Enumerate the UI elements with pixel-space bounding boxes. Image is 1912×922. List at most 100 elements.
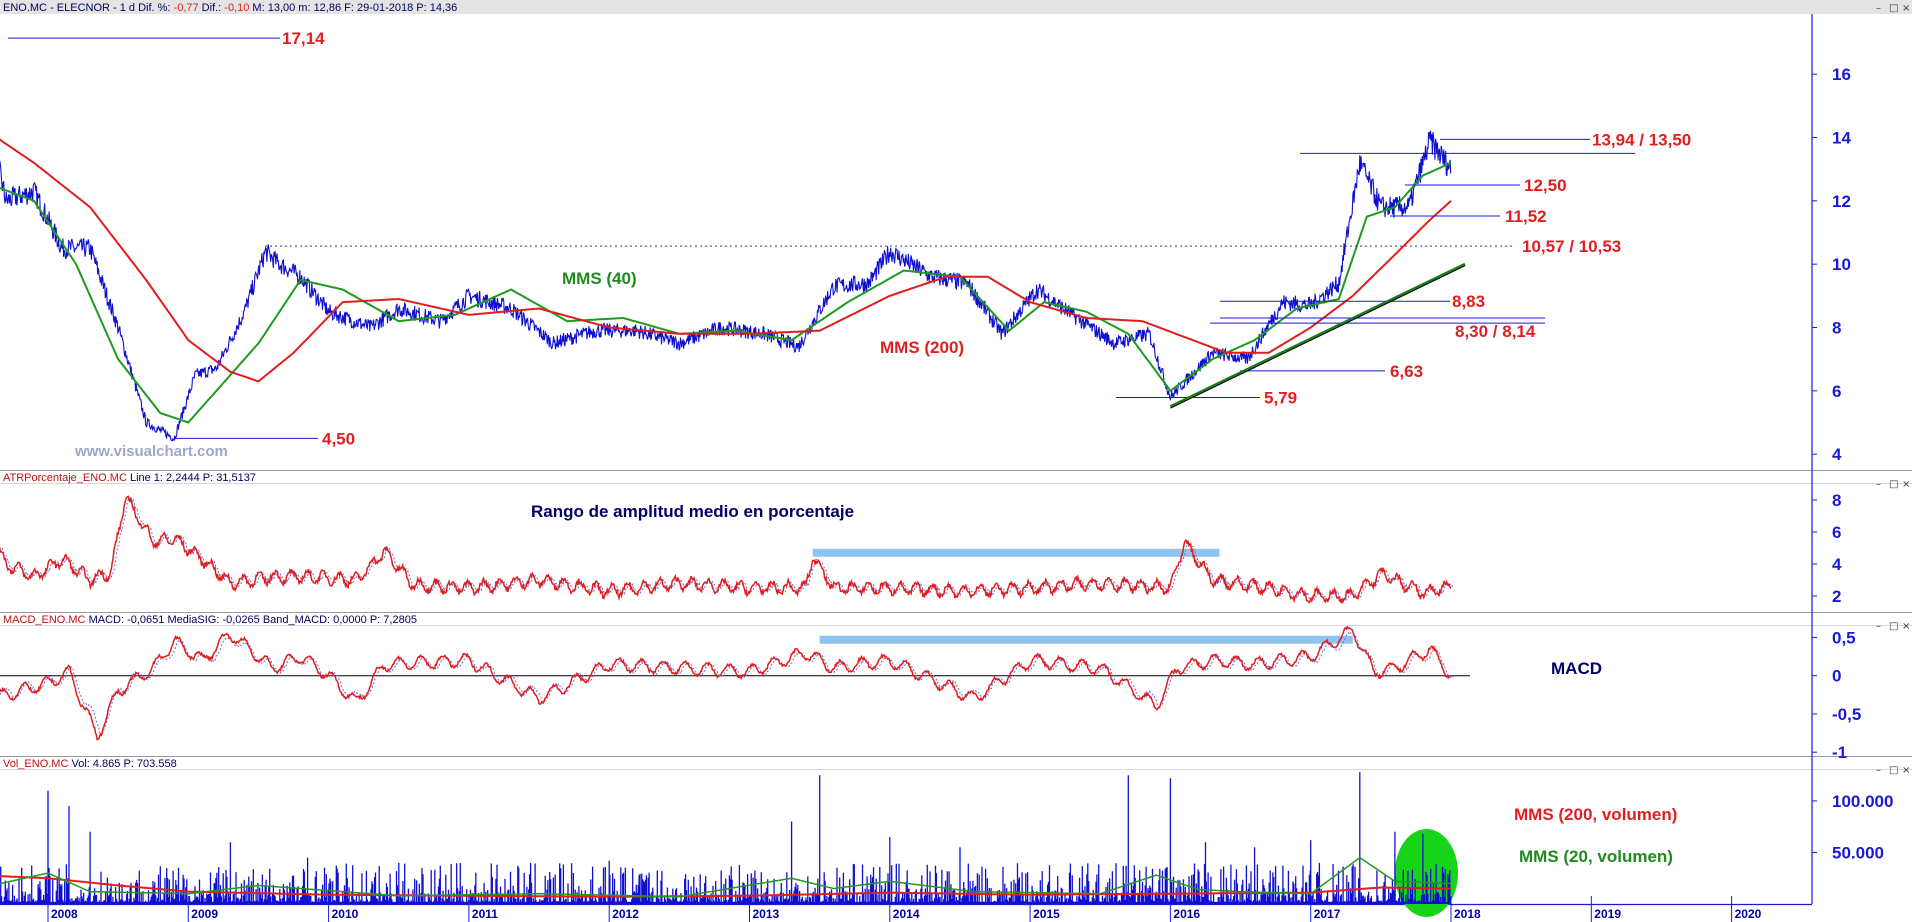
level-label: 5,79: [1264, 388, 1297, 407]
volume-header: Vol_ENO.MC Vol: 4.865 P: 703.558: [3, 758, 177, 770]
level-label: 13,94 / 13,50: [1592, 130, 1691, 149]
panel-header-bar: [0, 612, 1912, 626]
macd-panel: MACD: [0, 625, 1602, 741]
y-tick-label: 16: [1832, 65, 1851, 84]
volume-panel: MMS (200, volumen) MMS (20, volumen): [0, 772, 1677, 917]
price-header-part: M: 13,00 m: 12,86 F: 29-01-2018 P: 14,36: [249, 2, 457, 14]
volume-sma20-label: MMS (20, volumen): [1519, 847, 1673, 866]
close-icon[interactable]: ×: [1902, 479, 1910, 490]
atr-note: Rango de amplitud medio en porcentaje: [531, 502, 854, 521]
x-tick-label: 2020: [1735, 907, 1762, 921]
x-tick-label: 2014: [893, 907, 920, 921]
macd-header-part: MACD_ENO.MC: [3, 614, 89, 626]
y-tick-label: 0: [1832, 667, 1841, 686]
macd-signal-line: [0, 630, 1454, 734]
x-tick-label: 2010: [332, 907, 359, 921]
minimize-icon[interactable]: –: [1876, 3, 1881, 14]
volume-bars: [0, 772, 1452, 904]
volume-header-part: Vol_ENO.MC: [3, 758, 71, 770]
x-tick-label: 2008: [51, 907, 78, 921]
level-label: 11,52: [1505, 207, 1547, 226]
level-label: 6,63: [1390, 362, 1423, 381]
price-series-line: [0, 130, 1452, 442]
macd-header-part: Band_MACD: 0,0000: [263, 614, 370, 626]
atr-header-part: ATRPorcentaje_ENO.MC: [3, 472, 130, 484]
panel-header-bar: [0, 756, 1912, 770]
sma40-line: [0, 161, 1452, 424]
y-tick-label: 12: [1832, 192, 1851, 211]
y-tick-label: -0,5: [1832, 705, 1861, 724]
trendline-edge: [1170, 265, 1466, 409]
macd-note: MACD: [1551, 659, 1602, 678]
x-tick-label: 2012: [612, 907, 639, 921]
atr-header-part: P: 31,5137: [203, 472, 256, 484]
y-tick-label: 8: [1832, 491, 1841, 510]
axes: 4 6 8 10 12 14 16 2 4 6 8 0,5 0 -0,5 -1 50.000 100.000 20…: [47, 65, 1893, 922]
sma40-label: MMS (40): [562, 269, 637, 288]
price-header-part: -0,10: [224, 2, 249, 14]
maximize-icon[interactable]: □: [1889, 621, 1898, 632]
minimize-icon[interactable]: –: [1876, 479, 1881, 490]
x-tick-label: 2019: [1594, 907, 1621, 921]
y-tick-label: 50.000: [1832, 843, 1884, 862]
x-tick-label: 2013: [753, 907, 780, 921]
x-tick-label: 2015: [1033, 907, 1060, 921]
trendline: [1169, 262, 1466, 409]
price-header-part: Dif.:: [199, 2, 225, 14]
y-tick-label: 100.000: [1832, 792, 1893, 811]
atr-line: [0, 495, 1452, 605]
sma200-line: [0, 138, 1452, 383]
volume-sma20-line: [0, 856, 1452, 898]
level-label: 10,57 / 10,53: [1522, 237, 1621, 256]
macd-highlight-band: [819, 635, 1353, 644]
macd-header: MACD_ENO.MC MACD: -0,0651 MediaSIG: -0,0…: [3, 614, 417, 626]
y-tick-label: -1: [1832, 743, 1847, 762]
sma200-label: MMS (200): [880, 338, 964, 357]
minimize-icon[interactable]: –: [1876, 621, 1881, 632]
price-panel: 17,14 13,94 / 13,50 12,50 11,52 10,57 / 10,5…: [0, 29, 1691, 460]
watermark: www.visualchart.com: [74, 443, 228, 460]
level-label: 4,50: [322, 429, 355, 448]
price-header: ENO.MC - ELECNOR - 1 d Dif. %: -0,77 Dif…: [3, 2, 457, 14]
volume-sma200-label: MMS (200, volumen): [1514, 805, 1677, 824]
y-tick-label: 0,5: [1832, 628, 1856, 647]
close-icon[interactable]: ×: [1902, 765, 1910, 776]
header-bar: [0, 0, 1912, 14]
y-tick-label: 4: [1832, 555, 1842, 574]
close-icon[interactable]: ×: [1902, 3, 1910, 14]
maximize-icon[interactable]: □: [1889, 3, 1898, 14]
maximize-icon[interactable]: □: [1889, 765, 1898, 776]
y-tick-label: 8: [1832, 319, 1841, 338]
macd-header-part: MACD: -0,0651: [89, 614, 168, 626]
minimize-icon[interactable]: –: [1876, 765, 1881, 776]
level-label: 17,14: [282, 29, 325, 48]
atr-highlight-band: [812, 548, 1220, 557]
x-tick-label: 2018: [1454, 907, 1481, 921]
macd-header-part: MediaSIG: -0,0265: [167, 614, 262, 626]
volume-header-part: P: 703.558: [123, 758, 176, 770]
level-label: 8,30 / 8,14: [1455, 322, 1536, 341]
y-tick-label: 4: [1832, 445, 1842, 464]
x-tick-label: 2017: [1314, 907, 1341, 921]
maximize-icon[interactable]: □: [1889, 479, 1898, 490]
macd-line: [0, 625, 1451, 741]
window-controls[interactable]: – □ ×– □ ×– □ ×– □ ×: [1876, 3, 1910, 776]
y-tick-label: 10: [1832, 255, 1851, 274]
level-label: 8,83: [1452, 292, 1485, 311]
atr-header-part: Line 1: 2,2444: [130, 472, 203, 484]
y-tick-label: 14: [1832, 129, 1851, 148]
price-header-part: ENO.MC - ELECNOR -: [3, 2, 120, 14]
x-tick-label: 2011: [472, 907, 498, 921]
x-tick-label: 2009: [191, 907, 218, 921]
atr-header: ATRPorcentaje_ENO.MC Line 1: 2,2444 P: 3…: [3, 472, 256, 484]
macd-header-part: P: 7,2805: [370, 614, 417, 626]
close-icon[interactable]: ×: [1902, 621, 1910, 632]
y-tick-label: 2: [1832, 587, 1841, 606]
panel-header-bar: [0, 470, 1912, 484]
atr-signal-line: [0, 497, 1454, 603]
price-header-part: -0,77: [174, 2, 199, 14]
y-tick-label: 6: [1832, 523, 1841, 542]
volume-header-part: Vol: 4.865: [71, 758, 123, 770]
